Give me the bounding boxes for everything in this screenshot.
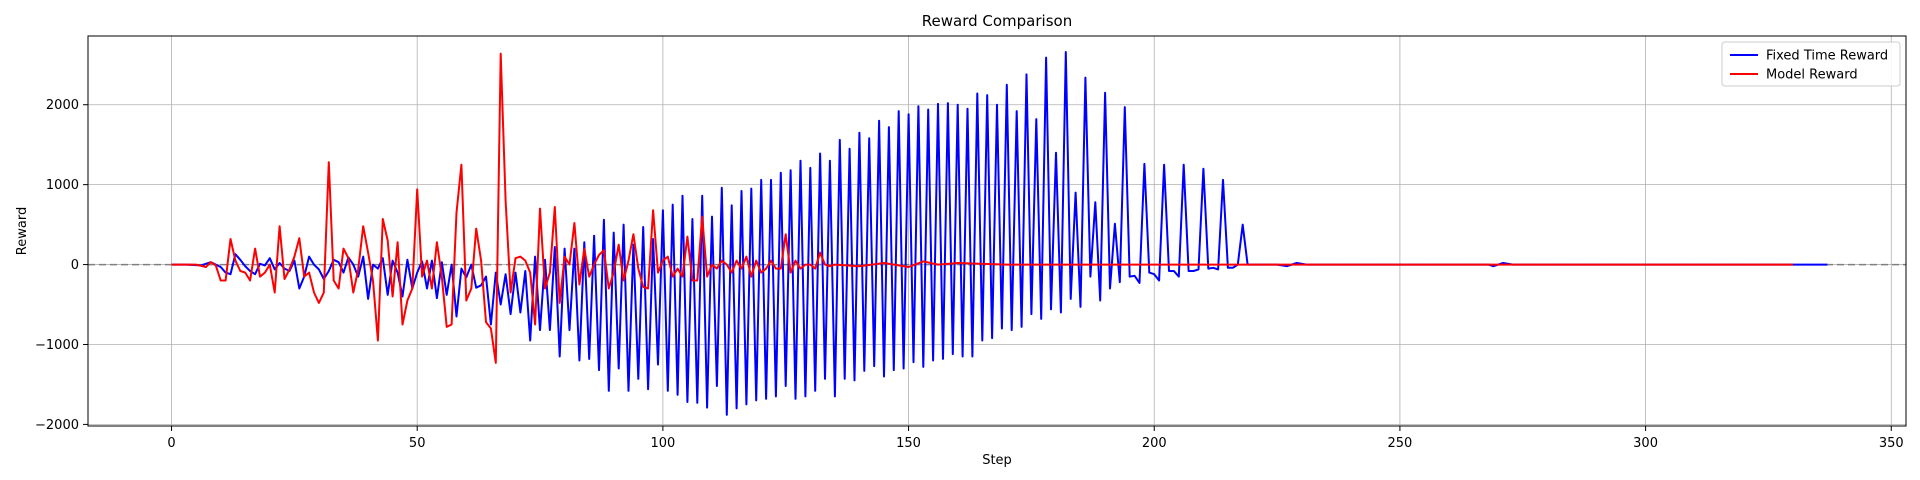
series-layer: [171, 51, 1828, 416]
legend-box: [1721, 41, 1901, 87]
y-tick-label: 1000: [46, 178, 79, 193]
legend: Fixed Time Reward Model Reward: [1721, 41, 1901, 87]
legend-label: Fixed Time Reward: [1766, 49, 1888, 64]
y-tick-label: 0: [71, 258, 79, 273]
grid-layer: [88, 36, 1906, 426]
x-tick-label: 250: [1387, 436, 1412, 451]
x-tick-label: 200: [1142, 436, 1167, 451]
ticks-layer: 0 50 100 150 200 250 300 350 −2000 −1000 0 1000 2000: [35, 98, 1904, 451]
x-tick-label: 300: [1633, 436, 1658, 451]
series-line-0: [171, 51, 1828, 416]
y-tick-label: 2000: [46, 98, 79, 113]
y-tick-label: −2000: [35, 418, 79, 433]
x-tick-label: 100: [650, 436, 675, 451]
x-tick-label: 350: [1879, 436, 1904, 451]
y-tick-label: −1000: [35, 338, 79, 353]
x-axis-label: Step: [982, 453, 1012, 468]
x-tick-label: 50: [409, 436, 426, 451]
plot-frame: [87, 35, 1907, 427]
legend-label: Model Reward: [1766, 68, 1858, 83]
series-line-1: [171, 52, 1793, 364]
x-tick-label: 150: [896, 436, 921, 451]
chart-title: Reward Comparison: [922, 12, 1072, 30]
x-tick-label: 0: [167, 436, 175, 451]
y-axis-label: Reward: [15, 207, 30, 255]
